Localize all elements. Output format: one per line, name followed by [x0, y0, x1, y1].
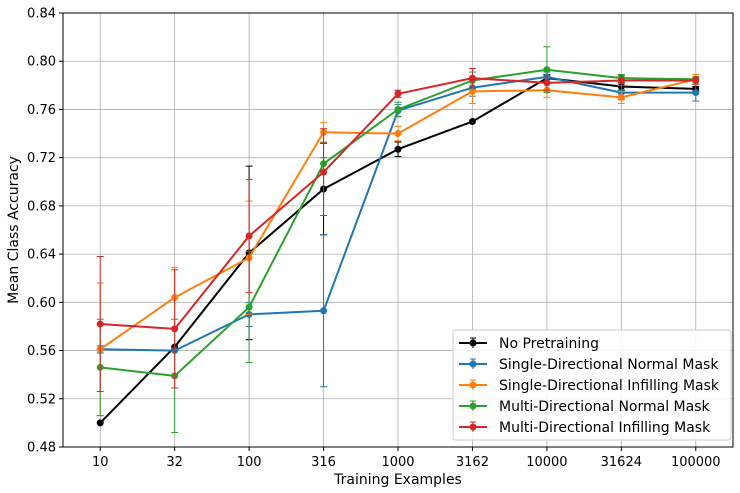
x-tick-label: 316 [311, 455, 336, 470]
x-tick-label: 100000 [671, 455, 721, 470]
y-tick-label: 0.52 [27, 392, 56, 407]
x-tick-label: 3162 [456, 455, 489, 470]
legend-entry: Multi-Directional Normal Mask [459, 399, 710, 415]
series-4 [96, 67, 700, 393]
legend-entry: Single-Directional Normal Mask [459, 357, 719, 373]
data-point [320, 168, 328, 176]
y-tick-label: 0.72 [27, 151, 56, 166]
data-point [171, 325, 179, 333]
y-axis-label: Mean Class Accuracy [6, 156, 22, 304]
data-point [394, 130, 402, 138]
y-tick-label: 0.84 [27, 7, 56, 22]
data-point [96, 320, 104, 328]
legend-entry: Single-Directional Infilling Mask [459, 378, 720, 394]
x-tick-label: 1000 [381, 455, 414, 470]
data-point [245, 232, 253, 240]
y-tick-label: 0.64 [27, 248, 56, 263]
data-point [468, 87, 476, 95]
legend-frame [452, 329, 732, 441]
x-tick-label: 10 [92, 455, 109, 470]
y-tick-label: 0.68 [27, 199, 56, 214]
y-tick-label: 0.80 [27, 55, 56, 70]
data-point [692, 77, 700, 85]
y-tick-label: 0.48 [27, 441, 56, 456]
data-point [394, 90, 402, 98]
legend-marker [469, 360, 477, 368]
data-point [394, 145, 402, 153]
legend-label: Multi-Directional Infilling Mask [499, 420, 711, 436]
data-point [617, 77, 625, 85]
data-point [96, 419, 104, 427]
data-point [543, 79, 551, 87]
legend-entry: Multi-Directional Infilling Mask [459, 420, 711, 436]
data-point [245, 303, 253, 311]
x-tick-label: 100 [237, 455, 262, 470]
legend-marker [469, 423, 477, 431]
x-axis-label: Training Examples [333, 472, 462, 488]
legend-label: Multi-Directional Normal Mask [499, 399, 710, 415]
data-point [543, 66, 551, 74]
legend-marker [469, 339, 477, 347]
data-point [617, 93, 625, 101]
x-tick-label: 10000 [526, 455, 567, 470]
legend-marker [469, 381, 477, 389]
y-tick-label: 0.60 [27, 296, 56, 311]
legend: No Pretraining Single-Directional Normal … [452, 329, 732, 441]
axis-ticks: 0.48 0.52 0.56 0.60 0.64 0.68 0.72 0.76 0.80 0.84… [27, 7, 721, 471]
data-point [468, 118, 476, 125]
data-point [394, 105, 402, 113]
legend-label: Single-Directional Normal Mask [499, 357, 719, 373]
data-point [468, 74, 476, 82]
data-point [692, 89, 700, 97]
legend-entry: No Pretraining [459, 336, 599, 352]
legend-label: Single-Directional Infilling Mask [499, 378, 720, 394]
data-point [320, 307, 328, 315]
x-tick-label: 32 [166, 455, 183, 470]
legend-marker [469, 402, 477, 410]
y-tick-label: 0.76 [27, 103, 56, 118]
x-tick-label: 31624 [601, 455, 642, 470]
y-tick-label: 0.56 [27, 344, 56, 359]
legend-label: No Pretraining [499, 336, 599, 352]
plot-series [96, 46, 700, 434]
